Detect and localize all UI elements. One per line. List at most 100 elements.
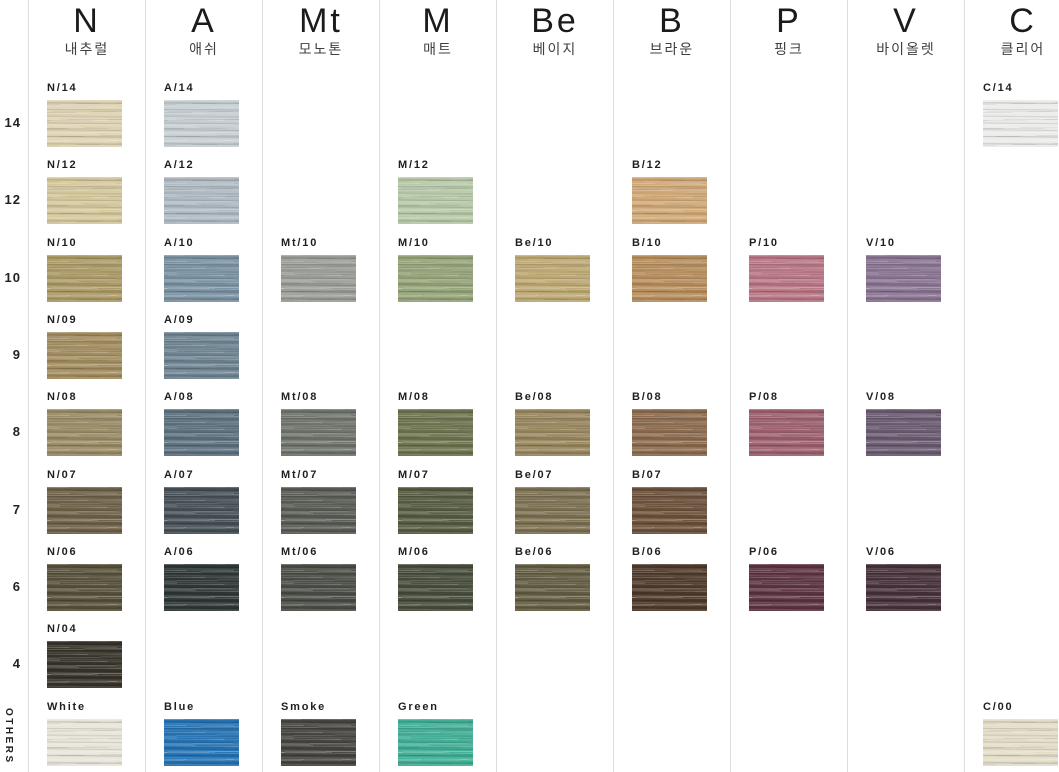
row-level-label: 10 (4, 270, 21, 285)
color-code-label: B/12 (632, 159, 663, 171)
color-swatch (632, 564, 707, 611)
tone-code: Mt (299, 2, 343, 40)
color-swatch (866, 564, 941, 611)
color-cell: A/09 (164, 314, 239, 379)
color-cell: Mt/08 (281, 391, 356, 456)
column-header: V 바이올렛 (848, 0, 964, 57)
color-code-label: N/14 (47, 82, 78, 94)
color-swatch (281, 255, 356, 302)
color-cell: N/14 (47, 82, 122, 147)
color-swatch (164, 177, 239, 224)
tone-column-n: N 내추럴 N/14 N/12 N/10 N/09 N/08 N/07 N/06 N/04 Whit… (28, 0, 145, 772)
color-code-label: N/09 (47, 314, 78, 326)
tone-korean-name: 매트 (423, 41, 453, 57)
tone-code: P (776, 2, 802, 40)
tone-column-v: V 바이올렛 V/10 V/08 V/06 (847, 0, 964, 772)
color-cell: Green (398, 701, 473, 766)
color-cell: A/14 (164, 82, 239, 147)
color-code-label: A/10 (164, 237, 195, 249)
color-code-label: V/08 (866, 391, 896, 403)
color-swatch (47, 332, 122, 379)
color-cell: M/12 (398, 159, 473, 224)
color-code-label: A/09 (164, 314, 195, 326)
color-code-label: Green (398, 701, 439, 713)
color-cell: N/08 (47, 391, 122, 456)
color-code-label: Smoke (281, 701, 327, 713)
color-code-label: C/14 (983, 82, 1014, 94)
color-swatch (983, 100, 1058, 147)
color-code-label: Be/10 (515, 237, 554, 249)
color-swatch (866, 409, 941, 456)
color-swatch (632, 255, 707, 302)
color-code-label: Mt/10 (281, 237, 319, 249)
color-code-label: N/07 (47, 469, 78, 481)
tone-column-p: P 핑크 P/10 P/08 P/06 (730, 0, 847, 772)
color-swatch (164, 719, 239, 766)
color-cell: A/12 (164, 159, 239, 224)
color-swatch (47, 409, 122, 456)
color-cell: Mt/07 (281, 469, 356, 534)
color-swatch (47, 564, 122, 611)
tone-column-b: B 브라운 B/12 B/10 B/08 B/07 B/06 (613, 0, 730, 772)
color-swatch (164, 409, 239, 456)
color-code-label: C/00 (983, 701, 1014, 713)
color-code-label: A/14 (164, 82, 195, 94)
color-cell: M/06 (398, 546, 473, 611)
row-others-label: OTHERS (3, 708, 14, 765)
color-code-label: Mt/08 (281, 391, 319, 403)
color-swatch (47, 177, 122, 224)
color-cell: M/08 (398, 391, 473, 456)
color-cell: M/10 (398, 237, 473, 302)
color-cell: P/06 (749, 546, 824, 611)
color-code-label: N/06 (47, 546, 78, 558)
tone-korean-name: 브라운 (649, 41, 695, 57)
color-cell: Be/10 (515, 237, 590, 302)
row-level-label: 7 (12, 502, 21, 517)
color-cell: B/12 (632, 159, 707, 224)
color-cell: A/06 (164, 546, 239, 611)
color-swatch (164, 332, 239, 379)
color-cell: Be/06 (515, 546, 590, 611)
color-cell: C/14 (983, 82, 1058, 147)
color-cell: P/10 (749, 237, 824, 302)
color-swatch (281, 719, 356, 766)
color-cell: A/08 (164, 391, 239, 456)
tone-korean-name: 베이지 (532, 41, 578, 57)
tone-column-mt: Mt 모노톤 Mt/10 Mt/08 Mt/07 Mt/06 Smoke (262, 0, 379, 772)
color-swatch (515, 255, 590, 302)
color-swatch (47, 719, 122, 766)
row-level-label: 14 (4, 115, 21, 130)
color-swatch (164, 100, 239, 147)
tone-korean-name: 모노톤 (298, 41, 344, 57)
color-cell: N/09 (47, 314, 122, 379)
color-swatch (47, 255, 122, 302)
color-code-label: A/08 (164, 391, 195, 403)
color-cell: Smoke (281, 701, 356, 766)
tone-column-be: Be 베이지 Be/10 Be/08 Be/07 Be/06 (496, 0, 613, 772)
tone-korean-name: 클리어 (1000, 41, 1046, 57)
color-code-label: P/08 (749, 391, 779, 403)
tone-column-c: C 클리어 C/14 C/00 (964, 0, 1059, 772)
color-cell: N/12 (47, 159, 122, 224)
color-swatch (398, 719, 473, 766)
column-header: N 내추럴 (29, 0, 145, 57)
tone-code: C (1009, 2, 1037, 40)
color-code-label: N/04 (47, 623, 78, 635)
color-swatch (515, 564, 590, 611)
color-swatch (47, 487, 122, 534)
color-code-label: M/07 (398, 469, 430, 481)
color-cell: V/06 (866, 546, 941, 611)
color-swatch (47, 100, 122, 147)
color-swatch (515, 487, 590, 534)
color-swatch (164, 487, 239, 534)
row-level-label: 9 (12, 347, 21, 362)
color-cell: Mt/06 (281, 546, 356, 611)
color-cell: N/06 (47, 546, 122, 611)
tone-code: B (659, 2, 685, 40)
color-swatch (47, 641, 122, 688)
tone-code: Be (531, 2, 579, 40)
tone-code: V (893, 2, 919, 40)
color-swatch (164, 564, 239, 611)
tone-korean-name: 애쉬 (189, 41, 219, 57)
color-swatch (281, 564, 356, 611)
